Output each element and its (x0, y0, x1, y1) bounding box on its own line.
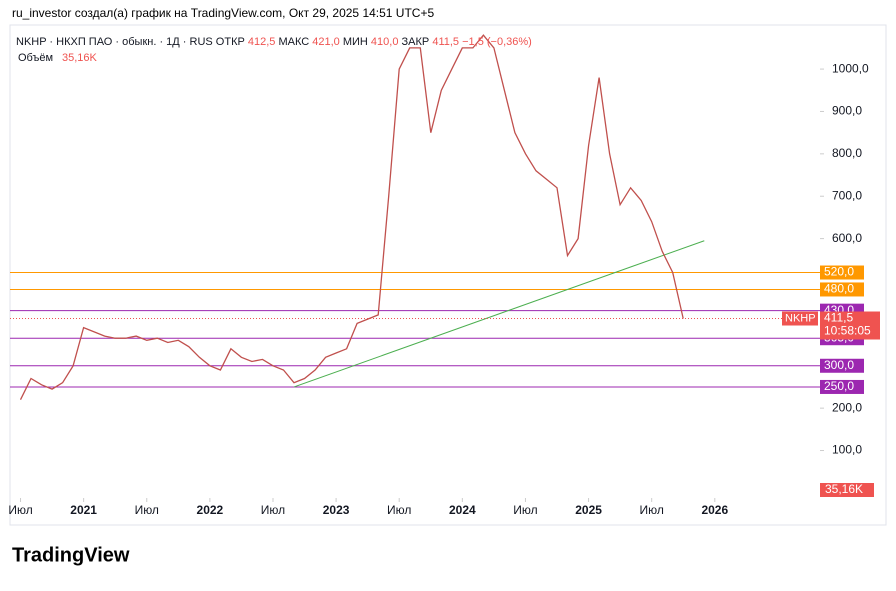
y-tick-label: 800,0 (832, 146, 862, 160)
attribution: ru_investor создал(а) график на TradingV… (12, 6, 434, 20)
level-badge (820, 379, 864, 394)
trend-line (293, 240, 705, 388)
y-tick-label: 900,0 (832, 104, 862, 118)
y-tick-label: 600,0 (832, 231, 862, 245)
x-tick-label: 2026 (701, 503, 728, 517)
logo: TradingView (12, 544, 130, 566)
volume-legend: Объём (18, 52, 53, 64)
legend-part: МИН (340, 36, 368, 48)
legend-part: ЗАКР (398, 36, 429, 48)
frame (9, 24, 887, 526)
price-badge (820, 311, 880, 340)
x-tick-label: Июл (261, 503, 285, 517)
y-tick-label: 1000,0 (832, 61, 869, 75)
volume-legend-value: 35,16K (62, 52, 98, 64)
level-badge (820, 358, 864, 373)
level-badge (820, 282, 864, 297)
legend-line: NKHP · НКХП ПАО · обыкн. · 1Д · RUS ОТКР… (16, 36, 532, 48)
legend-part: 411,5 (429, 36, 459, 48)
level-badge (820, 265, 864, 280)
legend-part: 421,0 (309, 36, 340, 48)
level-label: 480,0 (824, 282, 854, 296)
x-tick-label: Июл (640, 503, 664, 517)
legend-part: NKHP · НКХП ПАО · обыкн. · 1Д · RUS (16, 36, 213, 48)
x-tick-label: 2022 (197, 503, 224, 517)
volume-badge (820, 483, 874, 497)
x-tick-label: 2024 (449, 503, 476, 517)
x-tick-label: Июл (387, 503, 411, 517)
price-label: 411,5 (824, 311, 853, 325)
timer-label: 10:58:05 (824, 324, 871, 338)
level-label: 520,0 (824, 265, 854, 279)
legend-part: −1,5 (−0,36%) (459, 36, 532, 48)
legend-part: 412,5 (245, 36, 276, 48)
x-tick-label: 2021 (70, 503, 97, 517)
y-tick-label: 200,0 (832, 400, 862, 414)
legend-part: ОТКР (213, 36, 245, 48)
symbol-badge (782, 311, 818, 326)
x-tick-label: 2025 (575, 503, 602, 517)
volume-badge-label: 35,16K (825, 482, 863, 496)
legend-part: МАКС (275, 36, 309, 48)
level-label: 250,0 (824, 379, 854, 393)
y-tick-label: 700,0 (832, 188, 862, 202)
legend-part: 410,0 (368, 36, 399, 48)
price-line (19, 34, 684, 400)
symbol-label: NKHP (785, 312, 816, 324)
y-tick-label: 100,0 (832, 443, 862, 457)
level-label: 300,0 (824, 358, 854, 372)
x-tick-label: Июл (8, 503, 32, 517)
x-tick-label: 2023 (323, 503, 350, 517)
x-tick-label: Июл (513, 503, 537, 517)
x-tick-label: Июл (135, 503, 159, 517)
